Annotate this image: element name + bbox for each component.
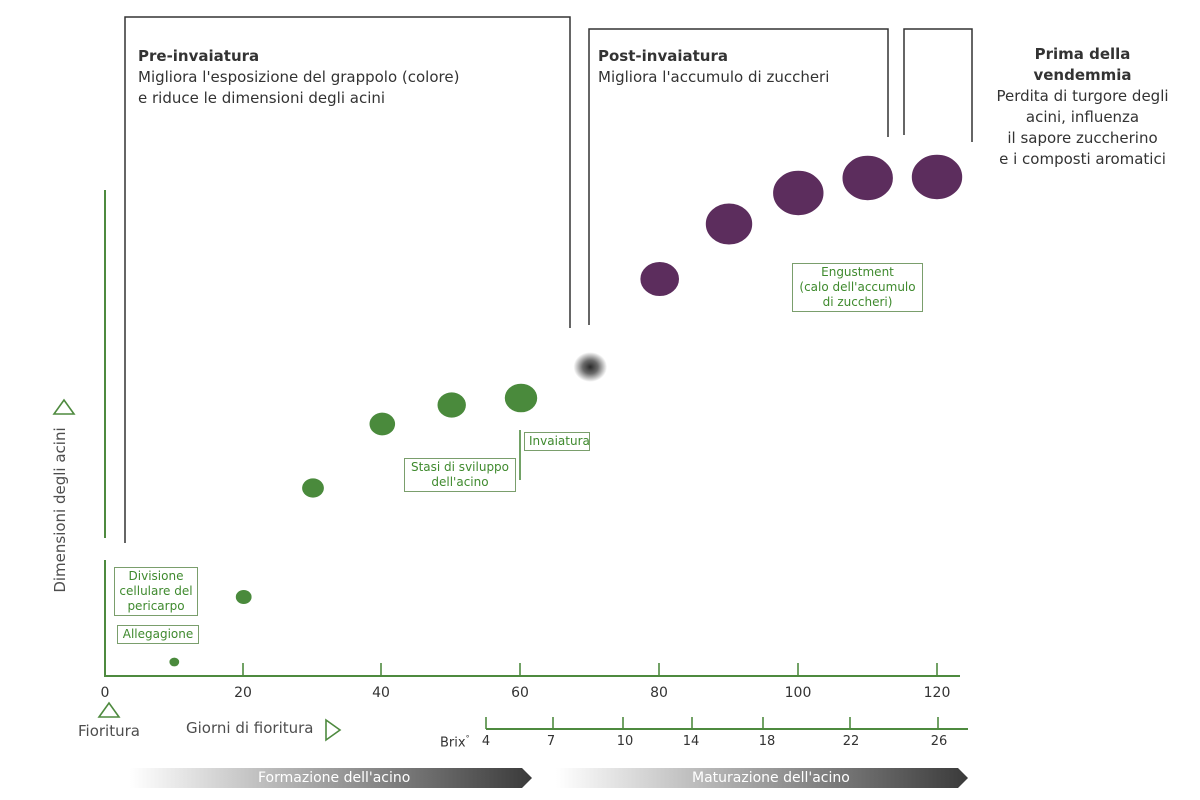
purple-berry xyxy=(910,153,964,201)
pre-invaiatura-bracket xyxy=(124,16,571,543)
divisione-line1: Divisione xyxy=(128,569,184,583)
green-berry xyxy=(302,478,324,498)
pre-invaiatura-title: Pre-invaiatura xyxy=(138,47,260,65)
brix-tick-label: 14 xyxy=(682,734,700,749)
x-tick-label: 100 xyxy=(784,685,812,701)
x-tick-label: 60 xyxy=(511,685,529,701)
pre-invaiatura-line1: Migliora l'esposizione del grappolo (col… xyxy=(138,68,460,86)
purple-berry xyxy=(772,169,825,217)
post-invaiatura-line1: Migliora l'accumulo di zuccheri xyxy=(598,68,830,86)
brix-tick-label: 4 xyxy=(481,734,491,749)
formazione-band xyxy=(130,768,532,788)
maturazione-band xyxy=(556,768,968,788)
x-tick-label: 20 xyxy=(234,685,252,701)
brix-label: Brix° xyxy=(440,734,470,750)
veraison-berry xyxy=(573,352,608,382)
stasi-line2: dell'acino xyxy=(431,475,489,489)
fioritura-arrow-icon xyxy=(97,701,121,718)
green-berry xyxy=(169,657,180,667)
green-berry xyxy=(504,383,538,413)
harvest-line1: Perdita di turgore degli xyxy=(996,87,1169,105)
harvest-bracket xyxy=(903,28,973,142)
brix-tick-label: 22 xyxy=(842,734,860,749)
invaiatura-annotation: Invaiatura xyxy=(524,432,590,451)
stasi-line1: Stasi di sviluppo xyxy=(410,460,510,474)
x-tick-label: 80 xyxy=(650,685,668,701)
x-tick-label: 40 xyxy=(372,685,390,701)
brix-degree: ° xyxy=(465,734,470,743)
engustment-annotation: Engustment (calo dell'accumulo di zucche… xyxy=(792,263,923,312)
purple-berry xyxy=(639,261,681,297)
x-tick-label: 120 xyxy=(923,685,951,701)
giorni-arrow-icon xyxy=(325,718,342,742)
y-axis-arrow-icon xyxy=(52,398,76,415)
green-berry xyxy=(369,412,396,436)
brix-tick-label: 26 xyxy=(930,734,948,749)
purple-berry xyxy=(704,202,754,246)
brix-tick-label: 18 xyxy=(758,734,776,749)
brix-tick-marks xyxy=(485,717,939,729)
post-invaiatura-bracket xyxy=(588,28,889,325)
brix-tick-label: 10 xyxy=(616,734,634,749)
fioritura-label: Fioritura xyxy=(78,722,140,740)
harvest-line2: acini, influenza xyxy=(1025,108,1140,126)
y-axis-label: Dimensioni degli acini xyxy=(51,427,69,593)
x-tick-marks xyxy=(242,663,938,676)
divisione-line2: cellulare del xyxy=(119,584,193,598)
engustment-line3: di zuccheri) xyxy=(822,295,893,309)
green-berry xyxy=(437,392,466,418)
allegagione-annotation: Allegagione xyxy=(117,625,199,644)
harvest-title-1: Prima della xyxy=(1034,45,1131,63)
harvest-title-2: vendemmia xyxy=(1033,66,1132,84)
stasi-annotation: Stasi di sviluppo dell'acino xyxy=(404,458,516,492)
x-tick-label: 0 xyxy=(100,685,110,701)
brix-tick-label: 7 xyxy=(546,734,556,749)
formazione-label: Formazione dell'acino xyxy=(258,770,411,786)
pre-invaiatura-line2: e riduce le dimensioni degli acini xyxy=(138,89,386,107)
purple-berry xyxy=(841,154,894,202)
divisione-annotation: Divisione cellulare del pericarpo xyxy=(114,567,198,616)
divisione-line3: pericarpo xyxy=(127,599,185,613)
green-berry xyxy=(235,590,252,604)
brix-label-text: Brix xyxy=(440,735,466,751)
engustment-line2: (calo dell'accumulo xyxy=(799,280,916,294)
engustment-line1: Engustment xyxy=(821,265,894,279)
pre-invaiatura-text: Pre-invaiatura Migliora l'esposizione de… xyxy=(138,46,558,109)
harvest-line3: il sapore zuccherino xyxy=(1007,129,1158,147)
giorni-label: Giorni di fioritura xyxy=(186,719,314,737)
berries-group xyxy=(169,153,964,667)
maturazione-label: Maturazione dell'acino xyxy=(692,770,850,786)
post-invaiatura-title: Post-invaiatura xyxy=(598,47,728,65)
harvest-text: Prima della vendemmia Perdita di turgore… xyxy=(990,44,1175,170)
harvest-line4: e i composti aromatici xyxy=(999,150,1166,168)
post-invaiatura-text: Post-invaiatura Migliora l'accumulo di z… xyxy=(598,46,888,88)
